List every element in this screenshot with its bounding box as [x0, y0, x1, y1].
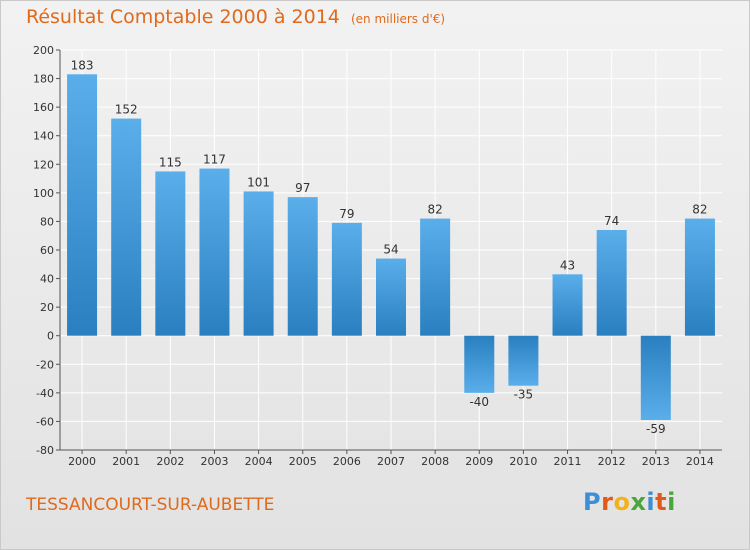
commune-name: TESSANCOURT-SUR-AUBETTE — [26, 495, 275, 515]
y-tick-label: 100 — [33, 187, 54, 200]
data-label: 152 — [115, 103, 138, 117]
x-tick-label: 2001 — [112, 455, 140, 468]
x-tick-label: 2011 — [554, 455, 582, 468]
bar — [155, 171, 186, 336]
y-tick-label: 180 — [33, 73, 54, 86]
bar — [331, 222, 362, 336]
logo-letter: P — [583, 488, 602, 516]
data-label: 54 — [383, 243, 398, 257]
bar — [552, 274, 583, 336]
data-label: 101 — [247, 175, 270, 189]
y-tick-label: 160 — [33, 101, 54, 114]
y-tick-label: 140 — [33, 130, 54, 143]
data-label: -35 — [514, 388, 534, 402]
bar — [464, 335, 495, 393]
data-label: 82 — [692, 203, 707, 217]
bar — [376, 258, 406, 336]
data-label: 74 — [604, 214, 619, 228]
bar — [111, 118, 142, 336]
logo-letter: i — [667, 488, 676, 516]
data-label: 183 — [71, 58, 94, 72]
chart-unit: (en milliers d'€) — [350, 12, 446, 26]
y-tick-label: 200 — [33, 44, 54, 57]
logo-letter: t — [655, 488, 668, 516]
data-label: 117 — [203, 153, 226, 167]
data-label: 97 — [295, 181, 310, 195]
data-label: 82 — [427, 203, 442, 217]
x-tick-label: 2007 — [377, 455, 405, 468]
bar — [596, 230, 627, 336]
x-tick-label: 2004 — [245, 455, 273, 468]
bar — [684, 218, 715, 336]
x-tick-label: 2003 — [200, 455, 228, 468]
y-tick-label: 40 — [40, 273, 54, 286]
x-tick-label: 2013 — [642, 455, 670, 468]
y-tick-label: -80 — [36, 444, 54, 457]
bar — [199, 168, 230, 336]
data-label: 79 — [339, 207, 354, 221]
bar — [287, 197, 318, 336]
bar — [243, 191, 274, 336]
data-label: -40 — [469, 395, 489, 409]
chart-title-block: Résultat Comptable 2000 à 2014 (en milli… — [26, 6, 445, 28]
chart-title: Résultat Comptable 2000 à 2014 — [26, 6, 340, 28]
bar — [420, 218, 451, 336]
proxiti-logo: Proxiti — [583, 488, 676, 516]
logo-letter: r — [601, 488, 614, 516]
x-tick-label: 2005 — [289, 455, 317, 468]
axes — [56, 49, 722, 454]
logo-letter: o — [613, 488, 631, 516]
x-tick-label: 2002 — [156, 455, 184, 468]
y-tick-label: -60 — [36, 415, 54, 428]
y-tick-label: 60 — [40, 244, 54, 257]
data-label: 43 — [560, 258, 575, 272]
x-tick-label: 2009 — [465, 455, 493, 468]
logo-letter: i — [646, 488, 656, 516]
labels: -80-60-40-200204060801001201401601802001… — [33, 44, 714, 468]
data-label: 115 — [159, 155, 182, 169]
bar — [508, 335, 539, 386]
x-tick-label: 2006 — [333, 455, 361, 468]
x-tick-label: 2012 — [598, 455, 626, 468]
x-tick-label: 2008 — [421, 455, 449, 468]
x-tick-label: 2000 — [68, 455, 96, 468]
x-tick-label: 2010 — [509, 455, 537, 468]
y-tick-label: 20 — [40, 301, 54, 314]
y-tick-label: 120 — [33, 158, 54, 171]
x-tick-label: 2014 — [686, 455, 714, 468]
y-tick-label: -20 — [36, 358, 54, 371]
bar — [640, 335, 671, 420]
y-tick-label: 80 — [40, 215, 54, 228]
y-tick-label: 0 — [47, 330, 54, 343]
data-label: -59 — [646, 422, 666, 436]
bars — [67, 74, 715, 420]
bar — [67, 74, 98, 336]
logo-letter: x — [630, 488, 647, 516]
y-tick-label: -40 — [36, 387, 54, 400]
